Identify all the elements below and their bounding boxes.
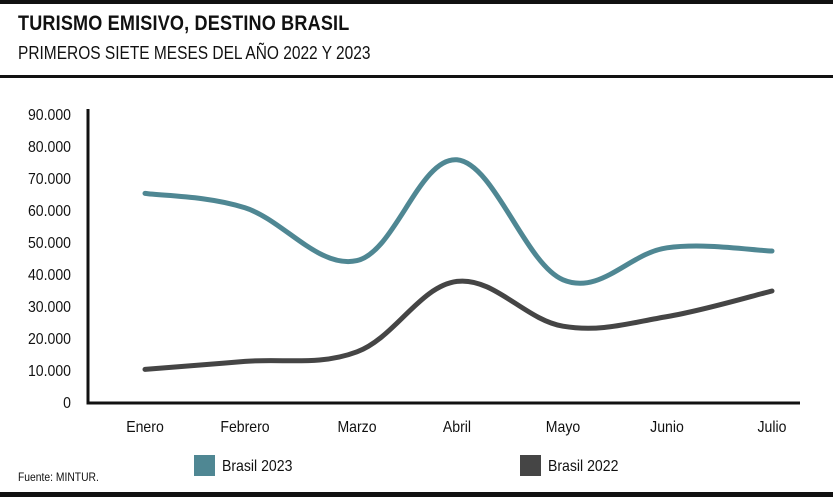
legend-label: Brasil 2023 (222, 457, 292, 475)
legend-label: Brasil 2022 (548, 457, 618, 475)
top-rule (0, 0, 833, 4)
y-tick-label: 90.000 (28, 106, 71, 124)
y-tick-label: 30.000 (28, 298, 71, 316)
series-line-brasil-2023 (142, 157, 775, 286)
bottom-rule (0, 492, 833, 497)
y-tick-label: 60.000 (28, 202, 71, 220)
y-tick-label: 10.000 (28, 362, 71, 380)
legend-swatch (520, 455, 541, 476)
x-tick-label: Febrero (220, 418, 269, 436)
y-tick-label: 20.000 (28, 330, 71, 348)
header-rule (0, 75, 833, 78)
chart-subtitle: PRIMEROS SIETE MESES DEL AÑO 2022 Y 2023 (18, 43, 371, 63)
x-tick-label: Mayo (546, 418, 580, 436)
y-tick-label: 80.000 (28, 138, 71, 156)
legend-swatch (194, 455, 215, 476)
x-tick-label: Enero (126, 418, 164, 436)
x-tick-label: Julio (758, 418, 787, 436)
source-note: Fuente: MINTUR. (18, 470, 99, 484)
chart-title: TURISMO EMISIVO, DESTINO BRASIL (18, 12, 350, 35)
x-tick-label: Junio (650, 418, 684, 436)
x-tick-label: Marzo (337, 418, 376, 436)
x-tick-label: Abril (443, 418, 471, 436)
series-line-brasil-2022 (142, 278, 775, 372)
y-tick-label: 0 (63, 394, 71, 412)
y-tick-label: 50.000 (28, 234, 71, 252)
y-tick-label: 40.000 (28, 266, 71, 284)
y-tick-label: 70.000 (28, 170, 71, 188)
